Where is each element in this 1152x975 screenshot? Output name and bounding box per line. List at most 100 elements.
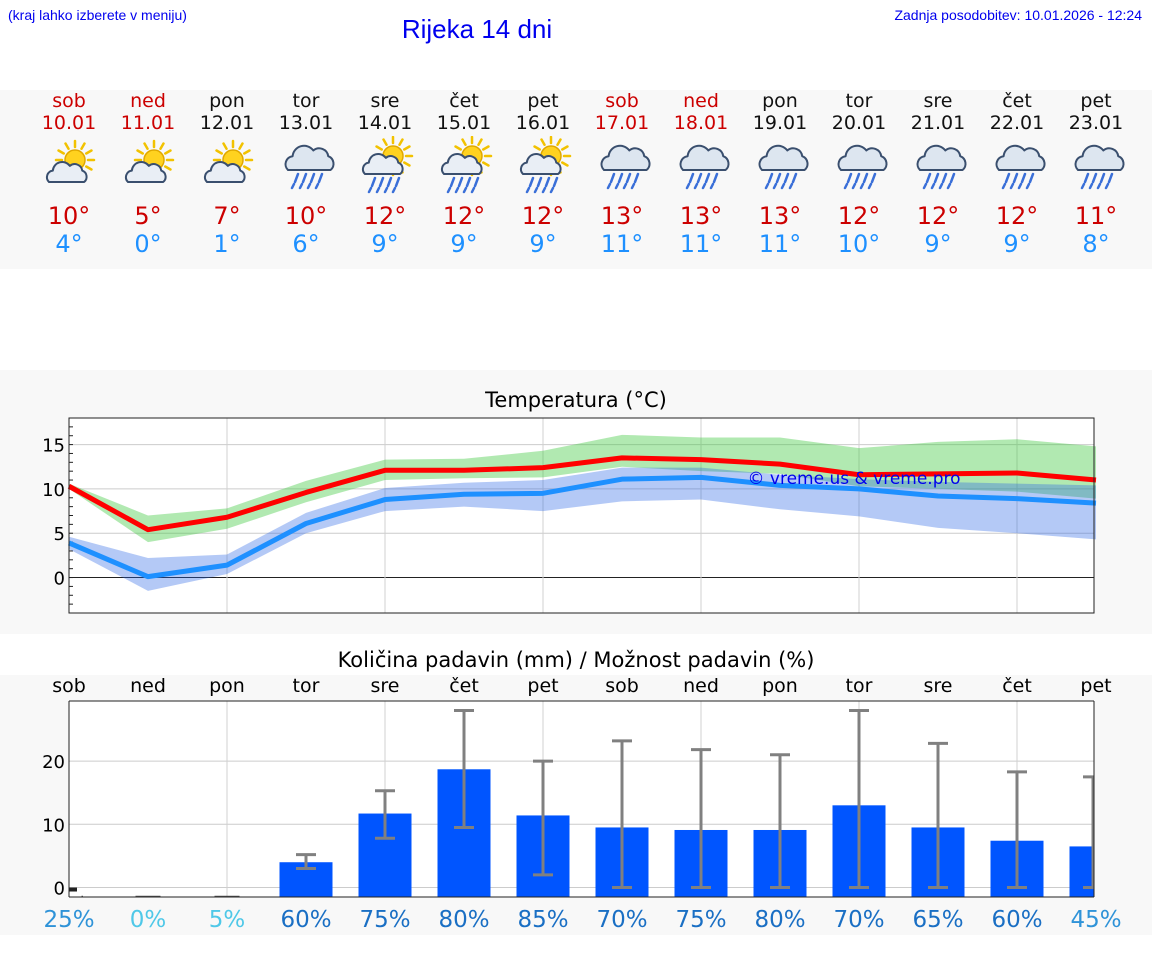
day-date: 15.01	[436, 112, 492, 134]
day-column: pon 12.01 7° 1°	[187, 90, 267, 258]
day-name: pon	[209, 90, 245, 112]
temp-max: 13°	[758, 202, 802, 230]
temp-min: 8°	[1082, 230, 1110, 258]
max-range-band	[69, 434, 1096, 543]
last-updated: Zadnja posodobitev: 10.01.2026 - 12:24	[894, 7, 1142, 23]
temp-min: 11°	[679, 230, 723, 258]
temp-min: 6°	[292, 230, 320, 258]
temp-ytick: 0	[54, 569, 65, 590]
precip-day-label: pet	[527, 675, 558, 697]
temp-max: 7°	[213, 202, 241, 230]
temp-min: 0°	[134, 230, 162, 258]
temp-max: 12°	[363, 202, 407, 230]
day-name: sob	[52, 90, 86, 112]
sun-cloud-icon	[118, 136, 178, 196]
precip-day-label: sre	[371, 675, 400, 697]
day-column: sob 10.01 10° 4°	[29, 90, 109, 258]
precip-chance-label: 80%	[754, 907, 805, 933]
rain-cloud-icon	[987, 136, 1047, 196]
sun-rain-icon	[355, 135, 415, 196]
max-temperature-line	[67, 455, 1097, 533]
precipitation-chart-title: Količina padavin (mm) / Možnost padavin …	[337, 648, 815, 672]
day-name: sre	[370, 90, 400, 112]
precipitation-chart: sob ned pon tor sre čet pet sob ned pon tor sre čet p…	[42, 675, 1121, 933]
day-column: ned 18.01 13° 11°	[661, 90, 741, 258]
precip-day-label: čet	[449, 675, 479, 697]
day-name: čet	[1002, 90, 1032, 112]
day-column: ned 11.01 5° 0°	[108, 90, 188, 258]
precip-chance-label: 80%	[438, 907, 489, 933]
precip-day-label: tor	[293, 675, 320, 697]
rain-cloud-icon	[276, 136, 336, 196]
day-column: tor 13.01 10° 6°	[266, 90, 346, 258]
day-name: čet	[449, 90, 479, 112]
day-date: 13.01	[278, 112, 334, 134]
day-name: pet	[527, 90, 559, 112]
rain-cloud-icon	[1066, 136, 1126, 196]
temp-max: 13°	[600, 202, 644, 230]
day-name: pon	[762, 90, 798, 112]
precip-day-label: sob	[52, 675, 86, 697]
precip-day-label: sre	[924, 675, 953, 697]
precip-day-label: ned	[130, 675, 166, 697]
day-column: pon 19.01 13° 11°	[740, 90, 820, 258]
temperature-chart: 0 5 10 15 © vreme.us & vreme.pro	[42, 417, 1097, 614]
forecast-strip: sob 10.01 10° 4° ned 11.01 5° 0° pon 12.01 7° 1° tor…	[0, 90, 1152, 269]
temp-min: 9°	[450, 230, 478, 258]
precip-ytick: 20	[42, 752, 65, 773]
precip-chance-label: 45%	[1070, 907, 1121, 933]
day-date: 20.01	[831, 112, 887, 134]
temp-min: 9°	[1003, 230, 1031, 258]
day-date: 16.01	[515, 112, 571, 134]
precip-chance-label: 85%	[517, 907, 568, 933]
precip-chance-label: 60%	[991, 907, 1042, 933]
day-date: 23.01	[1068, 112, 1124, 134]
min-temperature-line	[68, 474, 1097, 580]
temp-max: 10°	[284, 202, 328, 230]
day-date: 11.01	[120, 112, 176, 134]
day-date: 22.01	[989, 112, 1045, 134]
temp-ytick: 10	[42, 480, 65, 501]
precip-day-label: pon	[762, 675, 798, 697]
precip-chance-label: 75%	[359, 907, 410, 933]
day-date: 19.01	[752, 112, 808, 134]
temp-max: 5°	[134, 202, 162, 230]
precip-chance-label: 25%	[43, 907, 94, 933]
page-title: Rijeka 14 dni	[401, 14, 553, 44]
precip-chance-label: 60%	[280, 907, 331, 933]
temp-max: 13°	[679, 202, 723, 230]
day-column: čet 22.01 12° 9°	[977, 90, 1057, 258]
rain-cloud-icon	[592, 136, 652, 196]
day-date: 10.01	[41, 112, 97, 134]
precip-chance-label: 0%	[130, 907, 167, 933]
rain-cloud-icon	[750, 136, 810, 196]
temp-max: 12°	[916, 202, 960, 230]
day-column: sob 17.01 13° 11°	[582, 90, 662, 258]
day-date: 17.01	[594, 112, 650, 134]
sun-cloud-icon	[39, 136, 99, 196]
precip-day-label: sob	[605, 675, 639, 697]
temp-max: 10°	[47, 202, 91, 230]
rain-cloud-icon	[829, 136, 889, 196]
precip-day-label: tor	[846, 675, 873, 697]
temp-min: 11°	[600, 230, 644, 258]
day-column: pet 16.01 12° 9°	[503, 90, 583, 258]
sun-cloud-icon	[197, 136, 257, 196]
precip-day-label: ned	[683, 675, 719, 697]
day-name: ned	[683, 90, 719, 112]
day-name: sre	[923, 90, 953, 112]
temp-min: 1°	[213, 230, 241, 258]
precip-chance-label: 75%	[675, 907, 726, 933]
temp-max: 12°	[521, 202, 565, 230]
day-date: 12.01	[199, 112, 255, 134]
temp-min: 9°	[371, 230, 399, 258]
day-column: čet 15.01 12° 9°	[424, 90, 504, 258]
precip-chance-label: 70%	[596, 907, 647, 933]
sun-rain-icon	[513, 135, 573, 196]
temp-min: 9°	[924, 230, 952, 258]
precip-ytick: 0	[54, 879, 65, 900]
precip-chance-label: 5%	[209, 907, 246, 933]
day-name: tor	[845, 90, 873, 112]
day-date: 14.01	[357, 112, 413, 134]
day-column: sre 21.01 12° 9°	[898, 90, 978, 258]
